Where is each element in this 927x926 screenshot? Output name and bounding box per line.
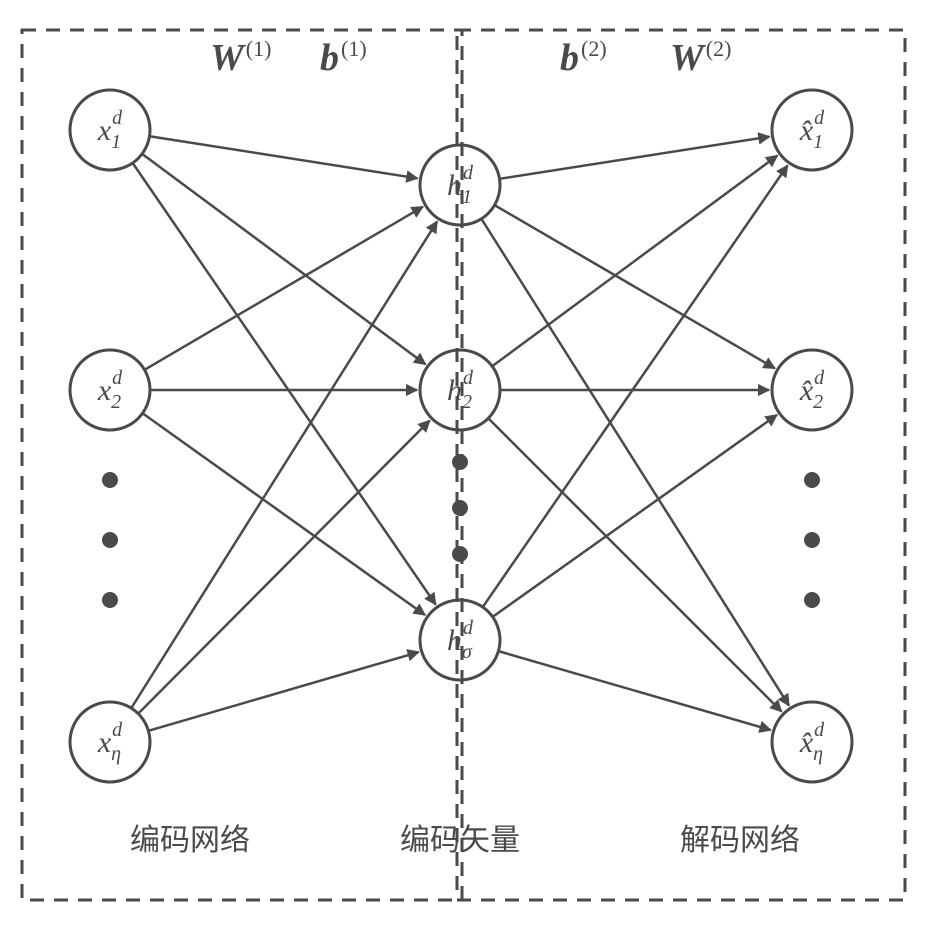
dots: [804, 532, 820, 548]
edge: [483, 165, 788, 607]
edge: [495, 205, 775, 368]
dots: [102, 472, 118, 488]
input-node-label-2: xdη: [97, 719, 123, 765]
autoencoder-diagram: xd1 xd2 xdη hd1 hd2 hdσ x̂d1 x̂d2 x̂dη W(1) b(1) b(…: [0, 0, 927, 926]
edge: [145, 207, 423, 370]
output-node-label-1: x̂d2: [799, 367, 825, 413]
edge: [493, 415, 777, 617]
input-node-label-1: xd2: [97, 367, 123, 413]
edge: [500, 137, 770, 179]
output-node-label-0: x̂d1: [799, 107, 825, 153]
label-decoder-network: 解码网络: [680, 824, 800, 857]
edge: [142, 154, 425, 365]
dots: [452, 546, 468, 562]
edge: [481, 219, 789, 706]
dots: [102, 592, 118, 608]
label-W1: W(1): [210, 36, 271, 79]
label-W2: W(2): [670, 36, 731, 79]
hidden-node-label-2: hdσ: [447, 617, 474, 663]
dots: [452, 454, 468, 470]
encoder-box: [22, 30, 462, 900]
label-encoder-network: 编码网络: [130, 824, 250, 857]
hidden-node-label-0: hd1: [447, 162, 474, 208]
dots: [804, 472, 820, 488]
output-node-label-2: x̂dη: [799, 719, 825, 765]
edge: [492, 156, 777, 367]
input-node-label-0: xd1: [97, 107, 123, 153]
edge: [150, 136, 418, 178]
edge: [143, 413, 425, 615]
dots: [452, 500, 468, 516]
dots: [804, 592, 820, 608]
edge: [498, 651, 770, 730]
edge: [133, 163, 436, 605]
label-b2: b(2): [560, 36, 607, 79]
label-b1: b(1): [320, 36, 367, 79]
hidden-node-label-1: hd2: [447, 367, 474, 413]
dots: [102, 532, 118, 548]
label-encoding-vector: 编码矢量: [400, 824, 520, 857]
edge: [131, 221, 437, 708]
